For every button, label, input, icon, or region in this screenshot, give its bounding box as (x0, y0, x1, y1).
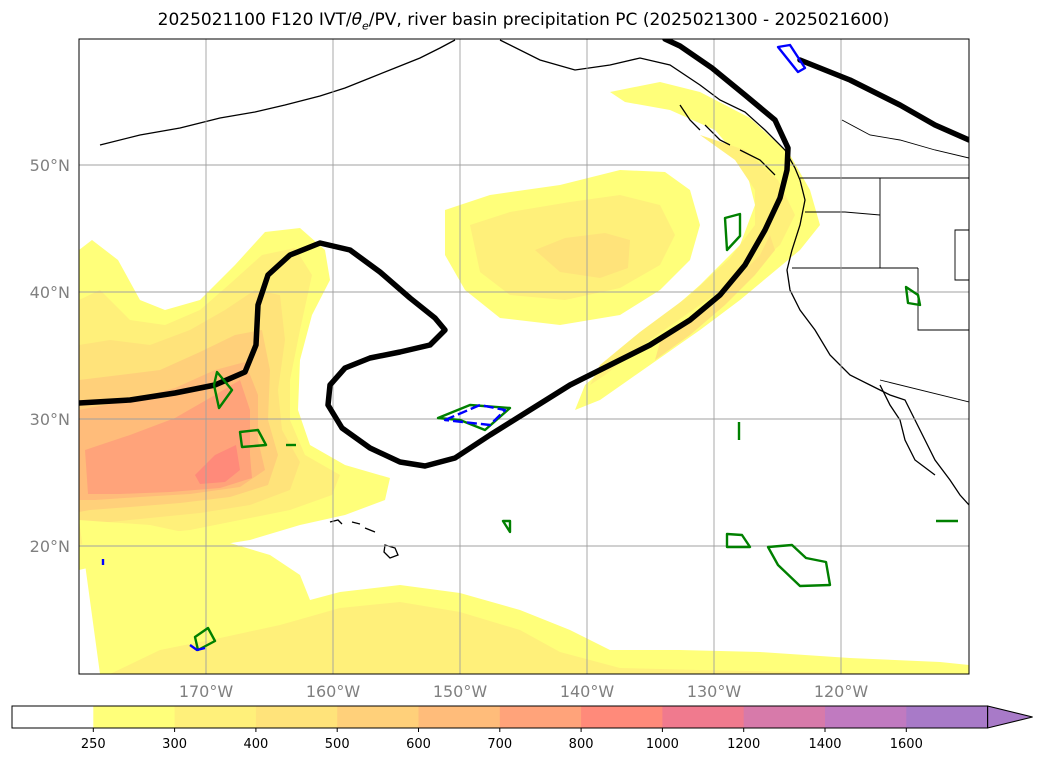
coast-bc-islands (679, 104, 776, 176)
colorbar-tick-label: 800 (569, 737, 594, 752)
colorbar-tick-label: 1600 (890, 737, 923, 752)
colorbar-tick-label: 250 (81, 737, 106, 752)
lat-label-50n: 50°N (30, 156, 70, 175)
title-theta: θ (351, 10, 362, 30)
lat-label-30n: 30°N (30, 410, 70, 429)
green-outline-8 (193, 626, 217, 652)
lat-label-40n: 40°N (30, 283, 70, 302)
green-outline-6 (725, 532, 752, 549)
green-outline-2 (238, 428, 268, 449)
lat-labels: 50°N 40°N 30°N 20°N (30, 156, 70, 556)
graticule (79, 39, 969, 674)
map-frame (78, 38, 970, 675)
ivt-band-east-400 (655, 235, 775, 360)
green-outline-7 (766, 543, 832, 588)
lon-label-170w: 170°W (179, 682, 234, 701)
colorbar-segment (418, 706, 501, 728)
colorbar-segment (174, 706, 257, 728)
colorbar-segment (662, 706, 745, 728)
colorbar-tick-label: 1200 (727, 737, 760, 752)
border-wa-or (805, 211, 881, 216)
lon-label-120w: 120°W (814, 682, 869, 701)
pv-contours (79, 39, 969, 469)
lon-labels: 170°W 160°W 150°W 140°W 130°W 120°W (179, 682, 869, 701)
colorbar-tick-label: 1400 (808, 737, 841, 752)
pv-contour-ridge (797, 57, 969, 143)
green-outline-5 (904, 285, 922, 307)
lon-label-130w: 130°W (687, 682, 742, 701)
basin-precip-outlines (101, 43, 958, 652)
colorbar-segment (12, 706, 94, 728)
colorbar-tick-label: 500 (325, 737, 350, 752)
colorbar-tick-label: 400 (243, 737, 268, 752)
title-prefix: 2025021100 F120 IVT/ (157, 10, 352, 30)
colorbar-segment (499, 706, 582, 728)
map-panel (79, 39, 969, 674)
border-states (879, 178, 969, 403)
coastlines (99, 39, 969, 559)
pv-contour-trough (79, 39, 791, 469)
colorbar: 250 300 400 500 600 700 800 1000 1200 1400 1600 (11, 705, 1033, 752)
colorbar-segment (337, 706, 419, 728)
green-outline-4 (723, 212, 742, 252)
colorbar-tick-label: 300 (162, 737, 187, 752)
border-canada-provinces (841, 119, 969, 159)
lon-label-140w: 140°W (560, 682, 615, 701)
colorbar-segment (93, 706, 176, 728)
colorbar-tick-label: 1000 (646, 737, 679, 752)
blue-outline-3 (189, 644, 206, 652)
colorbar-segment (255, 706, 338, 728)
lon-label-150w: 150°W (433, 682, 488, 701)
green-outline-1 (212, 370, 234, 410)
colorbar-tick-label: 600 (406, 737, 431, 752)
ivt-southern-band-300 (110, 602, 900, 674)
title-subscript: e (362, 19, 369, 33)
colorbar-extend-arrow (987, 705, 1033, 729)
green-outline-9 (501, 519, 512, 534)
blue-outline-2 (776, 43, 807, 74)
hawaii-islands (329, 519, 399, 559)
coast-baja (879, 384, 936, 476)
ivt-band-east-300 (590, 135, 795, 385)
ivt-shading (79, 82, 969, 674)
lon-label-160w: 160°W (306, 682, 361, 701)
lat-label-20n: 20°N (30, 537, 70, 556)
colorbar-segment (906, 706, 989, 728)
colorbar-tick-label: 700 (487, 737, 512, 752)
coast-alaska (99, 39, 801, 181)
colorbar-segment (743, 706, 826, 728)
blue-outline-1 (443, 403, 507, 427)
coast-west-us (786, 179, 969, 506)
title-suffix: /PV, river basin precipitation PC (20250… (368, 10, 890, 30)
colorbar-segment (825, 706, 907, 728)
map-title: 2025021100 F120 IVT/θe/PV, river basin p… (0, 10, 1047, 32)
ivt-central-blob-400 (535, 233, 630, 278)
political-borders (792, 119, 969, 403)
colorbar-segment (581, 706, 663, 728)
